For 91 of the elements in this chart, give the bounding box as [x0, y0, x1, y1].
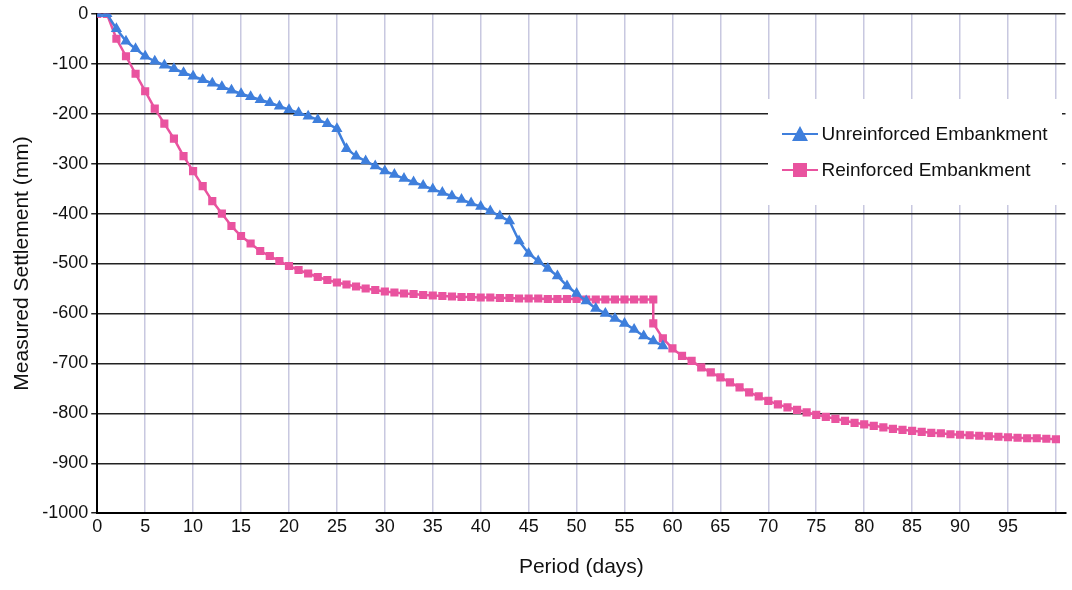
point — [236, 88, 246, 97]
point — [111, 23, 122, 33]
point — [341, 143, 352, 152]
x-tick-label: 85 — [902, 515, 923, 536]
point — [495, 210, 505, 220]
x-tick-label: 0 — [92, 515, 103, 536]
point — [533, 255, 543, 265]
point — [629, 324, 639, 333]
point — [610, 313, 620, 322]
y-tick-label: 0 — [78, 2, 89, 23]
point — [389, 169, 400, 178]
point — [351, 150, 361, 160]
point — [648, 335, 658, 345]
x-tick-label: 65 — [710, 515, 731, 536]
y-axis-title: Measured Settlement (mm) — [9, 136, 33, 391]
x-tick-label: 15 — [231, 515, 252, 536]
point — [284, 104, 294, 113]
y-tick-label: -400 — [52, 202, 89, 223]
point — [130, 43, 141, 53]
y-tick-label: -300 — [52, 152, 89, 173]
point — [255, 94, 265, 103]
x-tick-label: 25 — [326, 515, 347, 536]
y-tick-label: -500 — [52, 252, 89, 273]
point — [274, 100, 285, 110]
point — [226, 84, 237, 94]
point — [514, 235, 524, 245]
point — [207, 77, 217, 87]
y-tick-label: -700 — [52, 352, 89, 373]
x-tick-label: 30 — [374, 515, 395, 536]
point — [543, 263, 553, 272]
x-tick-label: 90 — [950, 515, 971, 536]
y-tick-label: -1000 — [42, 502, 89, 523]
point — [178, 67, 189, 76]
x-tick-label: 20 — [278, 515, 299, 536]
x-tick-label: 45 — [518, 515, 539, 536]
point — [466, 197, 476, 207]
point — [265, 97, 275, 106]
point — [523, 248, 534, 257]
y-tick-label: -100 — [52, 52, 89, 73]
point — [485, 205, 496, 215]
point — [475, 201, 486, 210]
point — [293, 107, 304, 116]
point — [322, 118, 333, 127]
point — [658, 340, 668, 350]
x-axis-title: Period (days) — [518, 554, 644, 578]
point — [121, 36, 131, 45]
point — [504, 215, 515, 225]
y-tick-label: -900 — [52, 452, 89, 473]
point — [418, 180, 428, 189]
point — [619, 318, 630, 327]
y-tick-label: -800 — [52, 402, 89, 423]
legend-label: Unreinforced Embankment — [821, 122, 1048, 145]
point — [399, 173, 409, 182]
point — [600, 308, 611, 317]
x-tick-label: 60 — [662, 515, 683, 536]
point — [591, 303, 601, 312]
point — [313, 114, 323, 123]
point — [332, 123, 342, 132]
x-tick-label: 80 — [854, 515, 875, 536]
point — [552, 270, 563, 280]
point — [428, 183, 438, 193]
x-tick-label: 70 — [758, 515, 779, 536]
point — [370, 160, 380, 170]
x-tick-label: 10 — [183, 515, 204, 536]
point — [217, 81, 227, 90]
point — [245, 91, 256, 100]
point — [437, 187, 448, 196]
point — [360, 155, 371, 165]
point — [150, 55, 160, 65]
x-tick-label: 75 — [806, 515, 827, 536]
legend-label: Reinforced Embankment — [821, 158, 1031, 181]
point — [159, 59, 170, 69]
x-tick-label: 95 — [997, 515, 1018, 536]
point — [169, 63, 179, 72]
point — [408, 176, 419, 186]
y-tick-label: -600 — [52, 302, 89, 323]
point — [303, 110, 313, 120]
point — [447, 190, 457, 200]
x-tick-label: 35 — [422, 515, 443, 536]
x-tick-label: 40 — [470, 515, 491, 536]
point — [380, 165, 390, 175]
x-tick-label: 50 — [566, 515, 587, 536]
x-tick-label: 5 — [140, 515, 151, 536]
point — [197, 74, 208, 83]
point — [638, 330, 649, 340]
point — [456, 194, 467, 203]
point — [571, 288, 582, 297]
x-tick-label: 55 — [614, 515, 635, 536]
point — [562, 280, 572, 290]
y-tick-label: -200 — [52, 102, 89, 123]
point — [188, 70, 198, 80]
